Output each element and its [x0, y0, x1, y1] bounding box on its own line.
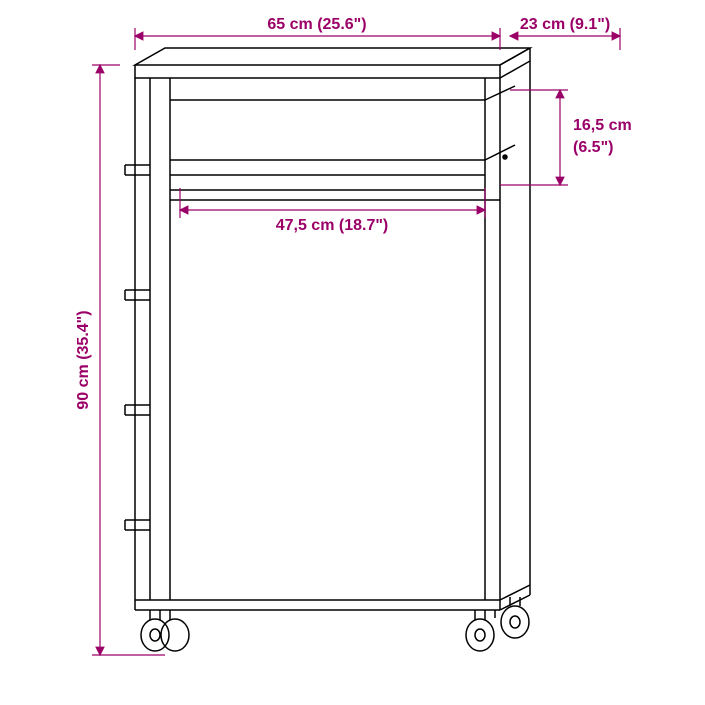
- dimension-diagram: 65 cm (25.6") 23 cm (9.1") 90 cm (35.4")…: [0, 0, 705, 705]
- dim-shelf-height-label2: (6.5"): [573, 139, 613, 156]
- dimension-lines: 65 cm (25.6") 23 cm (9.1") 90 cm (35.4")…: [75, 16, 632, 655]
- dim-depth-label: 23 cm (9.1"): [520, 16, 610, 33]
- dim-width-label: 65 cm (25.6"): [267, 16, 366, 33]
- dim-shelf-height-label: 16,5 cm: [573, 117, 632, 134]
- caster-wheel: [466, 610, 495, 651]
- furniture-outline: [125, 48, 530, 651]
- dim-height-label: 90 cm (35.4"): [75, 310, 92, 409]
- dim-inner-width-label: 47,5 cm (18.7"): [276, 217, 389, 234]
- caster-wheel: [141, 610, 189, 651]
